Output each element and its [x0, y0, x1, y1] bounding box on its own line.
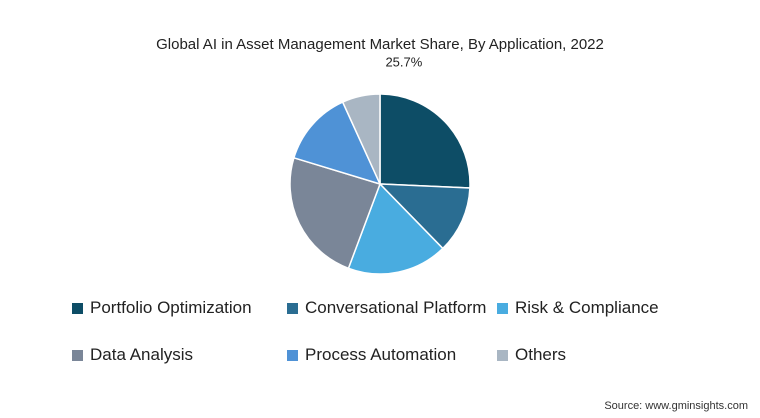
legend-item-risk-compliance: Risk & Compliance: [497, 298, 687, 318]
legend-item-data-analysis: Data Analysis: [72, 345, 287, 365]
legend-swatch: [497, 302, 508, 314]
legend-swatch: [287, 302, 298, 314]
pie-slice-conversational-platform: [378, 183, 471, 250]
legend-item-conversational-platform: Conversational Platform: [287, 298, 497, 318]
legend-item-process-automation: Process Automation: [287, 345, 497, 365]
pie-slice-others: [341, 93, 381, 185]
legend-swatch: [497, 349, 508, 361]
legend-item-others: Others: [497, 345, 687, 365]
chart-title: Global AI in Asset Management Market Sha…: [156, 36, 604, 53]
legend-swatch: [72, 302, 83, 314]
chart-legend: Portfolio Optimization Conversational Pla…: [72, 298, 692, 365]
legend-label: Others: [515, 345, 567, 364]
legend-swatch: [72, 349, 83, 361]
legend-label: Conversational Platform: [305, 298, 487, 317]
data-label-0: 25.7%: [385, 54, 422, 69]
pie-slice-process-automation: [292, 101, 382, 186]
legend-label: Risk & Compliance: [515, 298, 659, 317]
pie-slice-portfolio-optimization: [379, 93, 471, 189]
legend-label: Process Automation: [305, 345, 457, 364]
legend-label: Data Analysis: [90, 345, 193, 364]
legend-item-portfolio-optimization: Portfolio Optimization: [72, 298, 287, 318]
legend-swatch: [287, 349, 298, 361]
legend-label: Portfolio Optimization: [90, 298, 252, 317]
source-note: Source: www.gminsights.com: [604, 400, 748, 412]
pie-slice-data-analysis: [289, 156, 381, 270]
